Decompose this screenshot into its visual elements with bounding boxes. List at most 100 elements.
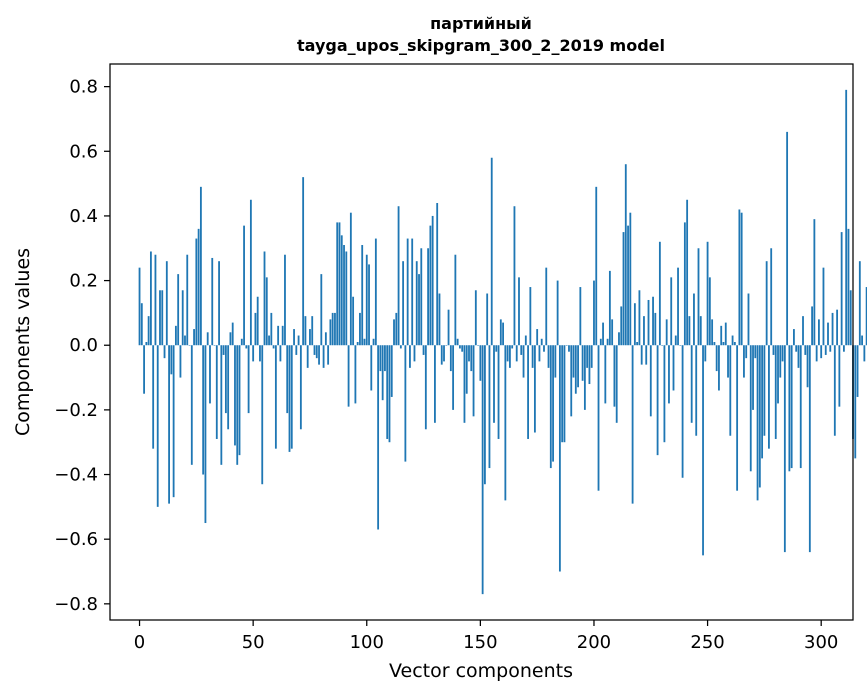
bar (306, 345, 309, 368)
bar (222, 345, 225, 355)
bar (561, 345, 564, 443)
bar (586, 345, 589, 368)
bar (488, 345, 491, 469)
bar (865, 287, 867, 346)
bar (424, 345, 427, 430)
bar (270, 312, 273, 346)
bar (508, 345, 511, 368)
x-tick-label: 50 (242, 632, 265, 653)
bar (788, 345, 791, 472)
bar (777, 345, 779, 404)
bar (420, 248, 423, 346)
x-tick-label: 300 (804, 632, 838, 653)
bar (413, 345, 416, 362)
bar (470, 345, 473, 372)
bar (436, 203, 439, 346)
bar (215, 345, 218, 439)
bar (824, 345, 827, 355)
bar (756, 345, 759, 501)
bar (295, 345, 298, 355)
bar (386, 345, 389, 439)
bar (656, 345, 659, 456)
bar (520, 345, 523, 355)
bar (395, 312, 398, 346)
bar (184, 335, 186, 346)
bar (611, 319, 614, 346)
bar (813, 219, 816, 346)
bar (808, 345, 811, 553)
bar (370, 345, 373, 391)
chart-title-line-1: партийный (430, 14, 532, 33)
bar (840, 232, 843, 346)
bar (249, 199, 252, 346)
bar (781, 345, 784, 362)
bar (374, 238, 377, 346)
bar (774, 345, 777, 439)
bar (738, 209, 741, 346)
bar (731, 335, 734, 346)
bar (474, 290, 477, 346)
bar (618, 332, 620, 346)
bar (206, 332, 209, 346)
bar (415, 261, 418, 346)
bar (736, 345, 739, 491)
bar (331, 312, 334, 346)
bar (243, 225, 245, 346)
bar (290, 345, 293, 449)
bar (281, 325, 284, 346)
bar (649, 345, 652, 417)
bar (365, 254, 368, 346)
bar (188, 345, 191, 346)
bar (218, 261, 220, 346)
bar (563, 345, 566, 443)
bar (629, 212, 632, 346)
bar (372, 338, 375, 346)
bar (595, 186, 598, 346)
bar (504, 345, 507, 501)
bar (565, 345, 568, 346)
bar (340, 235, 343, 346)
bar (354, 345, 357, 404)
bar (818, 319, 820, 346)
bar (624, 164, 627, 346)
bar (715, 345, 718, 372)
bar (313, 345, 316, 355)
bar (581, 345, 584, 381)
bar (845, 89, 848, 346)
bar (733, 342, 736, 346)
bar (459, 345, 461, 349)
bar (806, 345, 809, 388)
bar (547, 345, 550, 368)
bar (758, 345, 761, 488)
bar (502, 322, 504, 346)
bar (718, 345, 720, 391)
bar (695, 345, 698, 436)
bar (195, 238, 198, 346)
bar (347, 345, 350, 407)
bar (622, 232, 625, 346)
bar (647, 299, 650, 346)
bar (779, 345, 782, 378)
bar (790, 345, 793, 469)
bar (506, 345, 509, 362)
bar (479, 345, 482, 381)
bar (199, 186, 202, 346)
bar (390, 345, 393, 397)
y-tick-label: 0.8 (69, 77, 98, 98)
bar (599, 338, 602, 346)
bar (745, 345, 748, 359)
bar (497, 345, 500, 439)
bar (297, 335, 300, 346)
bar (713, 342, 716, 346)
bar (861, 335, 863, 346)
bar (259, 345, 261, 362)
bar (795, 345, 798, 352)
bar (427, 248, 430, 346)
bar (683, 222, 686, 346)
bar (284, 254, 286, 346)
bar (381, 345, 384, 401)
bar (543, 345, 545, 352)
bar (613, 345, 616, 407)
chart-title-line-2: tayga_upos_skipgram_300_2_2019 model (297, 36, 665, 55)
bar (602, 322, 604, 346)
